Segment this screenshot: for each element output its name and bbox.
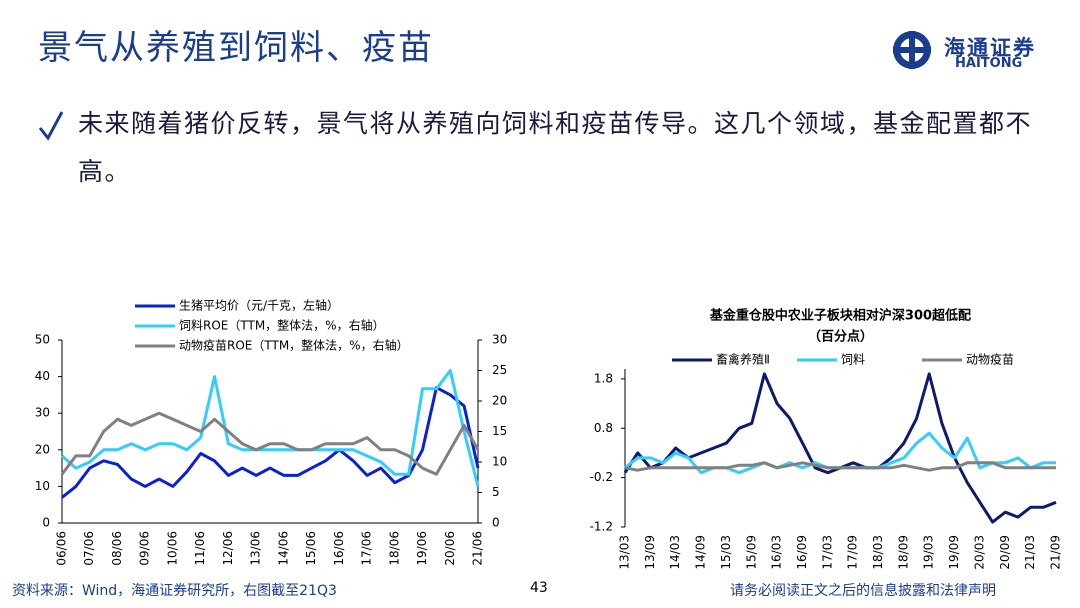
legend-label: 饲料 — [841, 353, 865, 367]
y2-tick-label: 25 — [492, 363, 507, 377]
x-tick-label: 07/06 — [82, 531, 96, 566]
x-tick-label: 20/09 — [998, 535, 1012, 570]
x-tick-label: 10/06 — [165, 531, 179, 566]
logo-text: 海通证券 — [944, 36, 1036, 60]
y2-tick-label: 5 — [492, 485, 500, 499]
y2-tick-label: 10 — [492, 455, 507, 469]
y2-tick-label: 20 — [492, 394, 507, 408]
x-tick-label: 18/09 — [896, 535, 910, 570]
series-line — [623, 372, 1057, 524]
x-tick-label: 14/09 — [694, 535, 708, 570]
y-tick-label: 0.8 — [594, 421, 613, 435]
x-tick-label: 19/09 — [947, 535, 961, 570]
y2-tick-label: 0 — [492, 516, 500, 530]
x-tick-label: 13/09 — [643, 535, 657, 570]
x-tick-label: 18/06 — [387, 531, 401, 566]
x-tick-label: 11/06 — [193, 531, 207, 566]
x-tick-label: 16/03 — [770, 535, 784, 570]
chart-title: 基金重仓股中农业子板块相对沪深300超低配 — [709, 308, 971, 324]
legend-label: 饲料ROE（TTM，整体法，%，右轴） — [179, 318, 385, 333]
legend-label: 畜禽养殖Ⅱ — [716, 352, 770, 367]
disclaimer: 请务必阅读正文之后的信息披露和法律声明 — [730, 583, 996, 599]
legend-label: 动物疫苗ROE（TTM，整体法，%，右轴） — [179, 338, 409, 353]
series-line — [624, 461, 1056, 472]
x-tick-label: 13/03 — [618, 535, 632, 570]
slide-title: 景气从养殖到饲料、疫苗 — [38, 28, 434, 68]
x-tick-label: 14/06 — [276, 531, 290, 566]
x-tick-label: 06/06 — [55, 531, 69, 566]
y-tick-label: -1.2 — [590, 520, 613, 534]
x-tick-label: 14/03 — [668, 535, 682, 570]
x-tick-label: 21/06 — [471, 531, 485, 566]
y-tick-label: 10 — [35, 479, 50, 493]
x-tick-label: 15/06 — [304, 531, 318, 566]
x-tick-label: 19/06 — [415, 531, 429, 566]
y2-tick-label: 15 — [492, 424, 507, 438]
y-tick-label: 30 — [35, 406, 50, 420]
y-tick-label: 20 — [35, 442, 50, 456]
x-tick-label: 16/06 — [332, 531, 346, 566]
y-tick-label: 0 — [42, 516, 50, 530]
legend-label: 生猪平均价（元/千克，左轴） — [179, 298, 339, 313]
x-tick-label: 15/09 — [744, 535, 758, 570]
y2-tick-label: 30 — [492, 333, 507, 347]
x-tick-label: 20/03 — [972, 535, 986, 570]
source-note: 资料来源：Wind，海通证券研究所，右图截至21Q3 — [12, 583, 337, 599]
x-tick-label: 18/03 — [871, 535, 885, 570]
x-tick-label: 19/03 — [922, 535, 936, 570]
x-tick-label: 20/06 — [443, 531, 457, 566]
check-icon — [38, 111, 64, 141]
x-tick-label: 09/06 — [138, 531, 152, 566]
logo-emblem — [893, 31, 931, 69]
x-tick-label: 13/06 — [249, 531, 263, 566]
x-tick-label: 17/06 — [360, 531, 374, 566]
x-tick-label: 21/03 — [1023, 535, 1037, 570]
x-tick-label: 12/06 — [221, 531, 235, 566]
x-tick-label: 08/06 — [110, 531, 124, 566]
legend-label: 动物疫苗 — [966, 352, 1014, 367]
logo-text-en: HAITONG — [955, 56, 1023, 71]
x-tick-label: 17/09 — [846, 535, 860, 570]
series-line — [60, 411, 480, 476]
x-tick-label: 15/03 — [719, 535, 733, 570]
series-line — [61, 369, 480, 487]
x-tick-label: 16/09 — [795, 535, 809, 570]
y-tick-label: 50 — [35, 333, 50, 347]
x-tick-label: 17/03 — [820, 535, 834, 570]
bullet-text: 未来随着猪价反转，景气将从养殖向饲料和疫苗传导。这几个领域，基金配置都不高。 — [78, 109, 1033, 186]
y-tick-label: 40 — [35, 369, 50, 383]
chart-subtitle: （百分点） — [808, 329, 873, 345]
page-number: 43 — [530, 580, 548, 596]
y-tick-label: -0.2 — [590, 470, 613, 484]
y-tick-label: 1.8 — [594, 371, 613, 385]
x-tick-label: 21/09 — [1049, 535, 1063, 570]
